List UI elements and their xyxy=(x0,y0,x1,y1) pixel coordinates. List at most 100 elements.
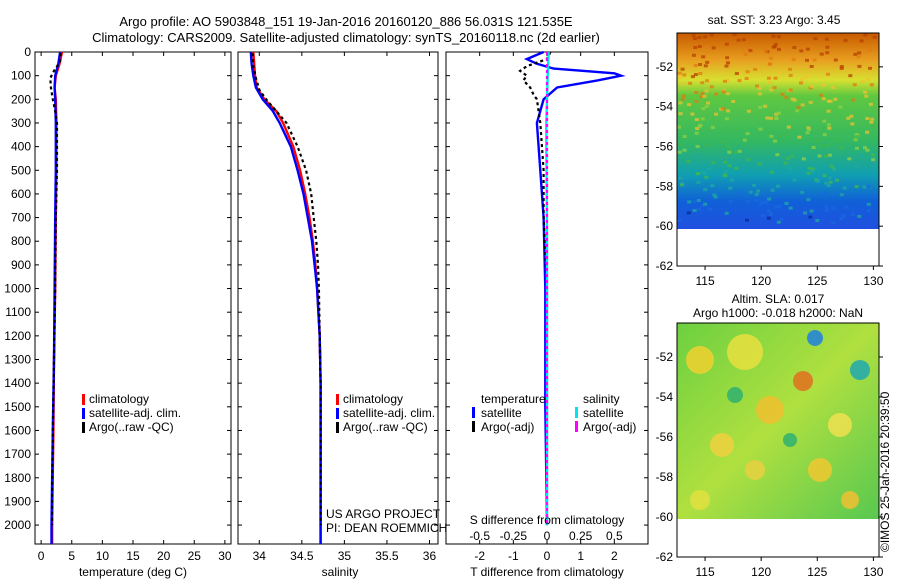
legend-climatology-label: climatology xyxy=(343,392,403,406)
sst-pixel xyxy=(754,192,759,196)
sst-pixel xyxy=(809,44,814,48)
sst-pixel xyxy=(865,117,870,120)
sst-pixel xyxy=(695,154,700,157)
legend-sal-argo-swatch xyxy=(575,421,578,432)
sst-pixel xyxy=(763,50,768,53)
sst-pixel xyxy=(857,51,862,55)
sst-pixel xyxy=(796,106,801,109)
sst-pixel xyxy=(825,143,830,147)
sst-pixel xyxy=(811,146,816,149)
legend-climatology-swatch xyxy=(336,394,339,405)
lon-tick-label: 130 xyxy=(863,565,883,579)
x-tick-label: 15 xyxy=(126,549,140,563)
lat-tick-label: -58 xyxy=(656,470,674,484)
sst-pixel xyxy=(865,130,870,134)
x-tick-label: 35.5 xyxy=(375,549,399,563)
sst-pixel xyxy=(769,134,774,138)
sst-pixel xyxy=(746,158,751,161)
sst-pixel xyxy=(768,56,773,60)
sst-pixel xyxy=(851,98,856,102)
sst-pixel xyxy=(864,94,869,98)
sst-pixel xyxy=(847,157,852,161)
sst-pixel xyxy=(678,101,683,105)
sst-pixel xyxy=(859,39,864,43)
sst-pixel xyxy=(821,83,826,87)
legend-temp-satellite-label: satellite xyxy=(481,406,522,420)
y-tick-label: 1600 xyxy=(4,423,31,437)
sst-pixel xyxy=(857,214,862,218)
legend-satellite-swatch xyxy=(336,408,339,419)
imos-watermark: ©IMOS 25-Jan-2016 20:39:50 xyxy=(878,391,892,552)
x-tick-label: 25 xyxy=(188,549,202,563)
x-tick-label: -1 xyxy=(508,549,519,563)
project-annotation: US ARGO PROJECT xyxy=(326,507,441,521)
x-tick-label: 2 xyxy=(611,549,618,563)
sst-pixel xyxy=(698,63,703,66)
sst-pixel xyxy=(806,126,811,130)
salinity-diff-tick-label: 0 xyxy=(544,529,551,543)
difference-legend: temperature satellite Argo(-adj) salinit… xyxy=(472,392,636,434)
sla-anomaly xyxy=(690,490,710,510)
sst-pixel xyxy=(776,184,780,188)
x-tick-label: 20 xyxy=(157,549,171,563)
salinity-axes-box xyxy=(237,51,439,545)
sla-anomaly xyxy=(756,396,784,424)
sst-pixel xyxy=(680,183,684,187)
sst-pixel xyxy=(726,61,730,65)
sst-pixel xyxy=(854,164,859,168)
sst-pixel xyxy=(755,84,759,88)
sst-pixel xyxy=(870,117,875,121)
lat-tick-label: -60 xyxy=(656,510,674,524)
sst-pixel xyxy=(700,117,705,121)
sst-pixel xyxy=(758,202,763,206)
sst-pixel xyxy=(682,148,687,152)
sla-anomaly xyxy=(793,371,813,391)
legend-temperature-title: temperature xyxy=(481,392,546,406)
sst-pixel xyxy=(815,179,820,183)
sst-pixel xyxy=(723,160,728,164)
sst-field-texture xyxy=(677,33,877,225)
sst-pixel xyxy=(810,170,815,174)
sst-pixel xyxy=(677,125,681,129)
sst-pixel xyxy=(823,154,828,158)
sst-pixel xyxy=(831,221,836,225)
sst-pixel xyxy=(827,126,832,130)
legend-temp-argo-swatch xyxy=(472,421,475,432)
legend-argo-label: Argo(..raw -QC) xyxy=(343,420,428,434)
sst-pixel xyxy=(831,86,835,89)
sst-pixel xyxy=(815,219,820,222)
sst-pixel xyxy=(824,208,829,212)
y-tick-label: 700 xyxy=(11,211,31,225)
sst-pixel xyxy=(724,211,729,215)
sst-pixel xyxy=(824,191,828,195)
sst-pixel xyxy=(714,112,719,116)
sst-pixel xyxy=(771,34,776,38)
lat-tick-label: -52 xyxy=(656,60,674,74)
sst-pixel xyxy=(727,150,732,154)
sst-pixel xyxy=(693,37,697,40)
sst-pixel xyxy=(872,194,876,198)
sst-pixel xyxy=(744,77,749,80)
sst-pixel xyxy=(678,112,683,116)
sst-pixel xyxy=(827,176,832,180)
salinity-y-ticks xyxy=(238,51,438,526)
sla-anomaly xyxy=(727,387,743,403)
sst-pixel xyxy=(812,58,817,62)
salinity-series xyxy=(249,51,322,544)
lon-tick-label: 115 xyxy=(695,274,714,288)
sla-map-frame xyxy=(676,322,880,558)
sst-pixel xyxy=(857,64,862,68)
sst-pixel xyxy=(863,146,867,150)
sst-pixel xyxy=(843,38,848,42)
sst-pixel xyxy=(810,84,814,88)
sst-pixel xyxy=(767,131,772,135)
sst-pixel xyxy=(766,216,771,220)
sst-pixel xyxy=(680,97,685,101)
sst-pixel xyxy=(770,188,775,192)
sst-pixel xyxy=(806,198,811,202)
sst-pixel xyxy=(734,166,739,170)
sst-pixel xyxy=(727,164,732,168)
difference-panel: -2 -1 0 1 2 -0.5 -0.25 0 0.25 0.5 S difference f… xyxy=(445,50,649,579)
y-tick-label: 1400 xyxy=(4,376,31,390)
sst-pixel xyxy=(709,33,714,37)
